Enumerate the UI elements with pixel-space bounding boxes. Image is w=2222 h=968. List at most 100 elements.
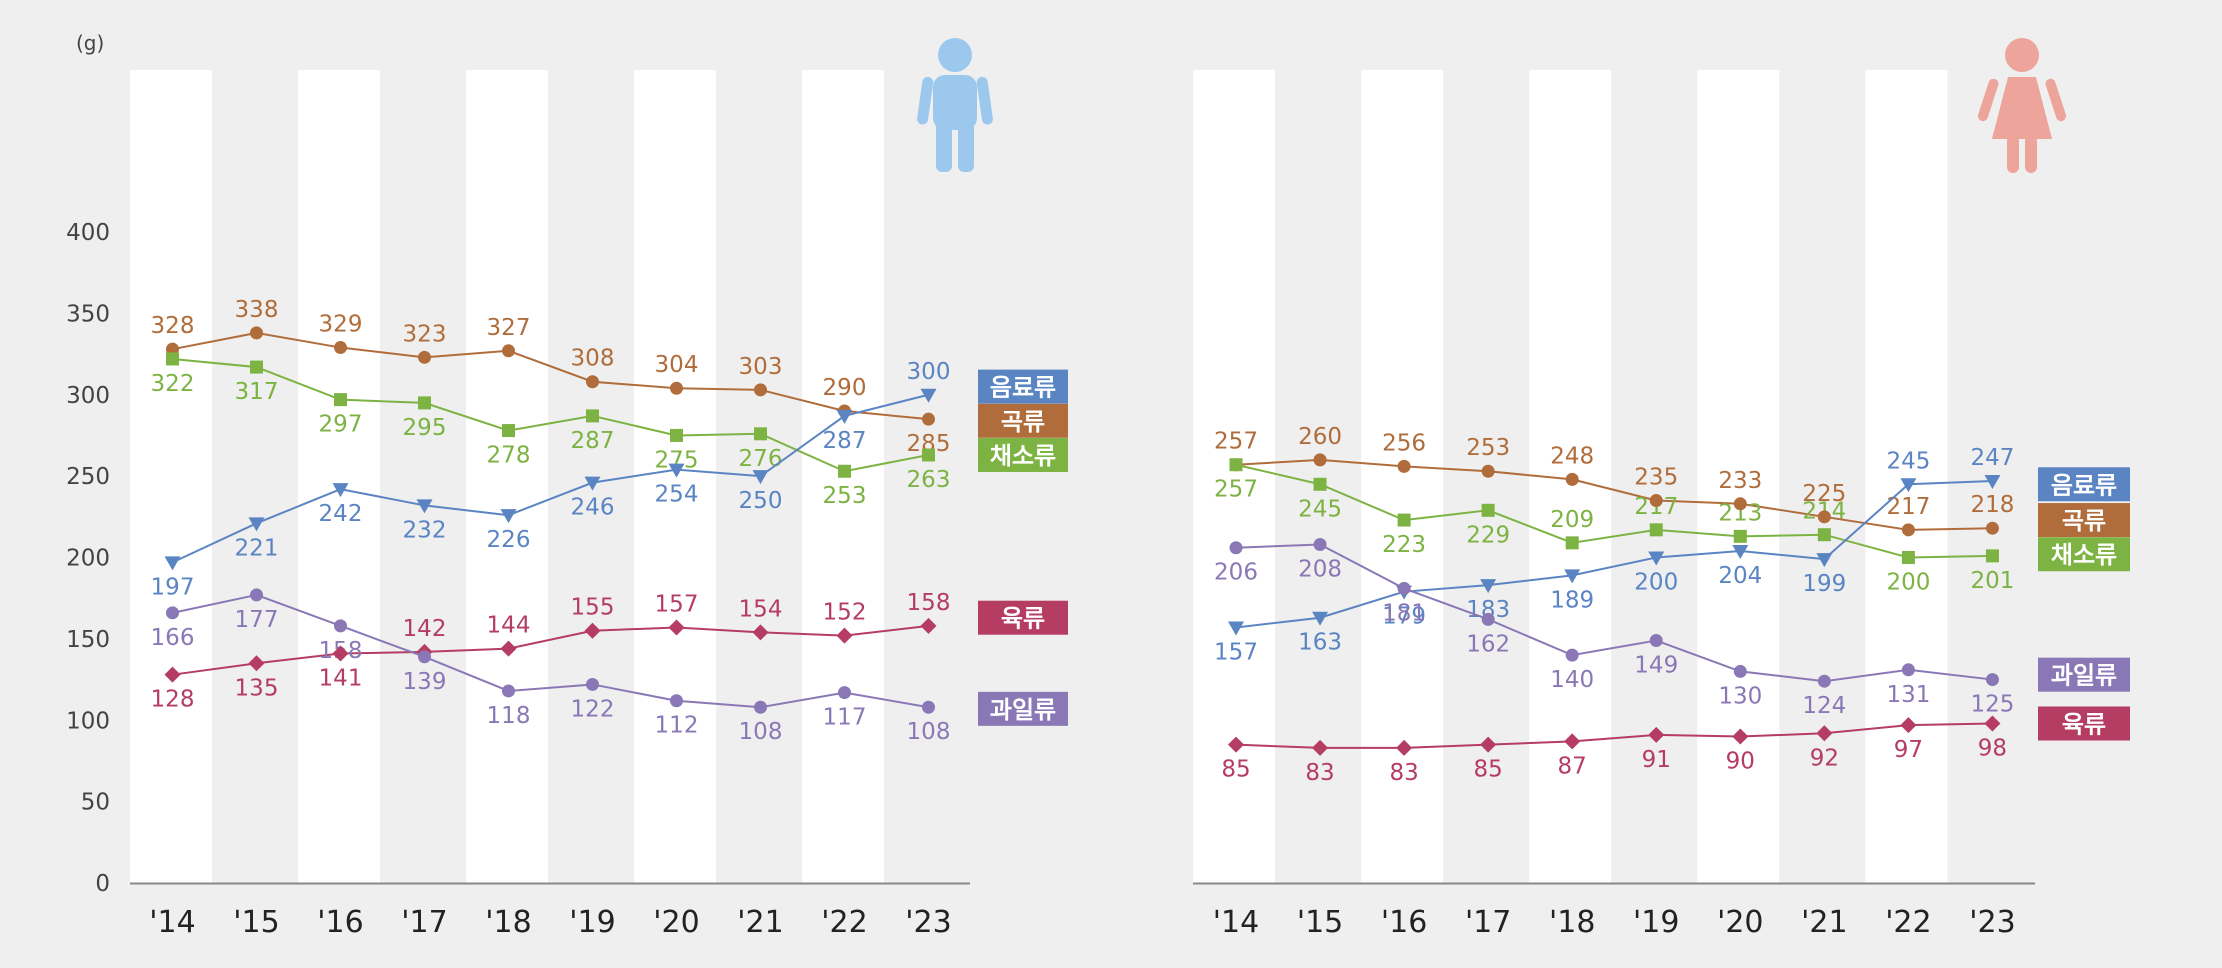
male-beverages-point	[164, 556, 181, 571]
male-chart-panel: 0 50 100 150 200 250 300 350 400 '14 '15 '16 '17 '18 '…	[66, 70, 1068, 940]
male-fruits-data-label: 118	[487, 703, 531, 729]
female-legend-swatch	[2038, 537, 2130, 572]
male-legend-swatch	[978, 403, 1068, 438]
male-meat-point	[920, 617, 937, 634]
male-meat-point	[500, 640, 517, 657]
male-grains-data-label: 308	[571, 346, 615, 372]
female-vegetables-point	[1313, 477, 1327, 491]
male-grains-point	[502, 344, 515, 358]
male-meat-data-label: 135	[235, 675, 279, 701]
female-legend-vegetables: 채소류	[2038, 537, 2130, 572]
female-vegetables-data-label: 229	[1466, 522, 1510, 548]
female-meat-point	[1732, 728, 1749, 745]
female-grains-point	[1985, 521, 1999, 535]
female-meat-point	[1648, 726, 1665, 743]
female-grains-data-label: 260	[1298, 424, 1342, 450]
male-legend-label: 곡류	[1001, 408, 1045, 436]
female-meat-point	[1984, 715, 2001, 732]
female-vegetables-point	[1229, 458, 1243, 472]
male-vegetables-data-label: 297	[319, 412, 363, 438]
female-legend-label: 곡류	[2062, 507, 2106, 535]
male-grains-data-label: 327	[487, 315, 531, 341]
male-legend-beverages: 음료류	[978, 369, 1068, 404]
male-x-tick-label: '19	[569, 905, 615, 940]
male-fruits-data-label: 108	[907, 719, 951, 745]
female-vegetables-point	[1481, 503, 1495, 517]
female-meat-point	[1564, 733, 1581, 750]
female-beverages-point	[1228, 621, 1244, 636]
male-x-tick-label: '15	[233, 905, 279, 940]
female-grains-point	[1481, 464, 1495, 478]
female-legend-grains: 곡류	[2038, 503, 2130, 538]
male-legend-vegetables: 채소류	[978, 437, 1068, 472]
female-x-tick-label: '18	[1549, 905, 1595, 940]
male-x-tick-label: '22	[821, 905, 867, 940]
male-fruits-data-label: 117	[823, 705, 867, 731]
female-legend-label: 음료류	[2051, 471, 2117, 499]
male-beverages-point	[332, 483, 349, 498]
male-beverages-data-label: 221	[235, 535, 279, 561]
male-vegetables-point	[334, 393, 347, 407]
male-legend-meat: 육류	[978, 600, 1068, 635]
male-grains-point	[334, 341, 347, 355]
female-fruits-data-label: 181	[1382, 600, 1426, 626]
male-vegetables-data-label: 263	[907, 467, 951, 493]
female-fruits-data-label: 206	[1214, 560, 1258, 586]
male-vegetables-data-label: 276	[739, 446, 783, 472]
female-beverages-point	[1564, 569, 1581, 584]
male-legend-grains: 곡류	[978, 403, 1068, 438]
male-fruits-point	[586, 677, 599, 691]
female-beverages-data-label: 247	[1970, 445, 2014, 471]
male-y-tick-label: 50	[81, 790, 110, 816]
female-beverages-data-label: 163	[1298, 630, 1342, 656]
male-grains-data-label: 338	[235, 297, 279, 323]
male-y-tick-label: 100	[66, 708, 110, 734]
male-meat-point	[248, 655, 265, 672]
female-fruits-data-label: 124	[1802, 693, 1846, 719]
male-fruits-data-label: 122	[571, 696, 615, 722]
female-grains-data-label: 256	[1382, 430, 1426, 456]
male-grains-point	[754, 383, 767, 397]
female-beverages-data-label: 189	[1550, 587, 1594, 613]
male-beverages-data-label: 287	[823, 428, 867, 454]
female-legend-swatch	[2038, 503, 2130, 538]
female-legend-fruits: 과일류	[2038, 657, 2130, 692]
female-meat-line	[1235, 722, 1993, 749]
female-fruits-line	[1235, 543, 1993, 683]
male-meat-data-label: 141	[319, 666, 363, 692]
male-series-beverages: 197 221 242 232 226 246 254 250 287 300	[151, 359, 951, 601]
female-x-tick-label: '19	[1633, 905, 1679, 940]
male-fruits-point	[670, 694, 683, 708]
male-fruits-point	[754, 700, 767, 714]
female-grains-data-label: 257	[1214, 429, 1258, 455]
male-grains-point	[670, 381, 683, 395]
female-x-tick-label: '23	[1969, 905, 2015, 940]
male-vegetables-point	[166, 352, 179, 366]
male-grains-point	[250, 326, 263, 340]
male-beverages-line	[172, 393, 929, 564]
male-grains-data-label: 304	[655, 352, 699, 378]
female-vegetables-data-label: 245	[1298, 496, 1342, 522]
female-meat-data-label: 90	[1726, 749, 1755, 775]
female-fruits-data-label: 125	[1970, 692, 2014, 718]
male-beverages-point	[500, 509, 517, 524]
male-vegetables-point	[502, 424, 515, 438]
female-legend-meat: 육류	[2038, 706, 2130, 741]
male-fruits-point	[334, 619, 347, 633]
female-fruits-point	[1817, 674, 1831, 688]
male-legend-label: 과일류	[990, 696, 1056, 724]
female-vegetables-point	[1733, 529, 1747, 543]
female-beverages-data-label: 157	[1214, 639, 1258, 665]
male-beverages-point	[584, 476, 601, 491]
male-grains-data-label: 303	[739, 354, 783, 380]
male-beverages-point	[668, 463, 685, 478]
female-series-meat: 85 83 83 85 87 91 90 92 97 98	[1221, 722, 2007, 786]
female-vegetables-data-label: 209	[1550, 507, 1594, 533]
male-beverages-data-label: 300	[907, 359, 951, 385]
male-figure-icon	[917, 38, 993, 172]
female-grains-point	[1901, 523, 1915, 537]
